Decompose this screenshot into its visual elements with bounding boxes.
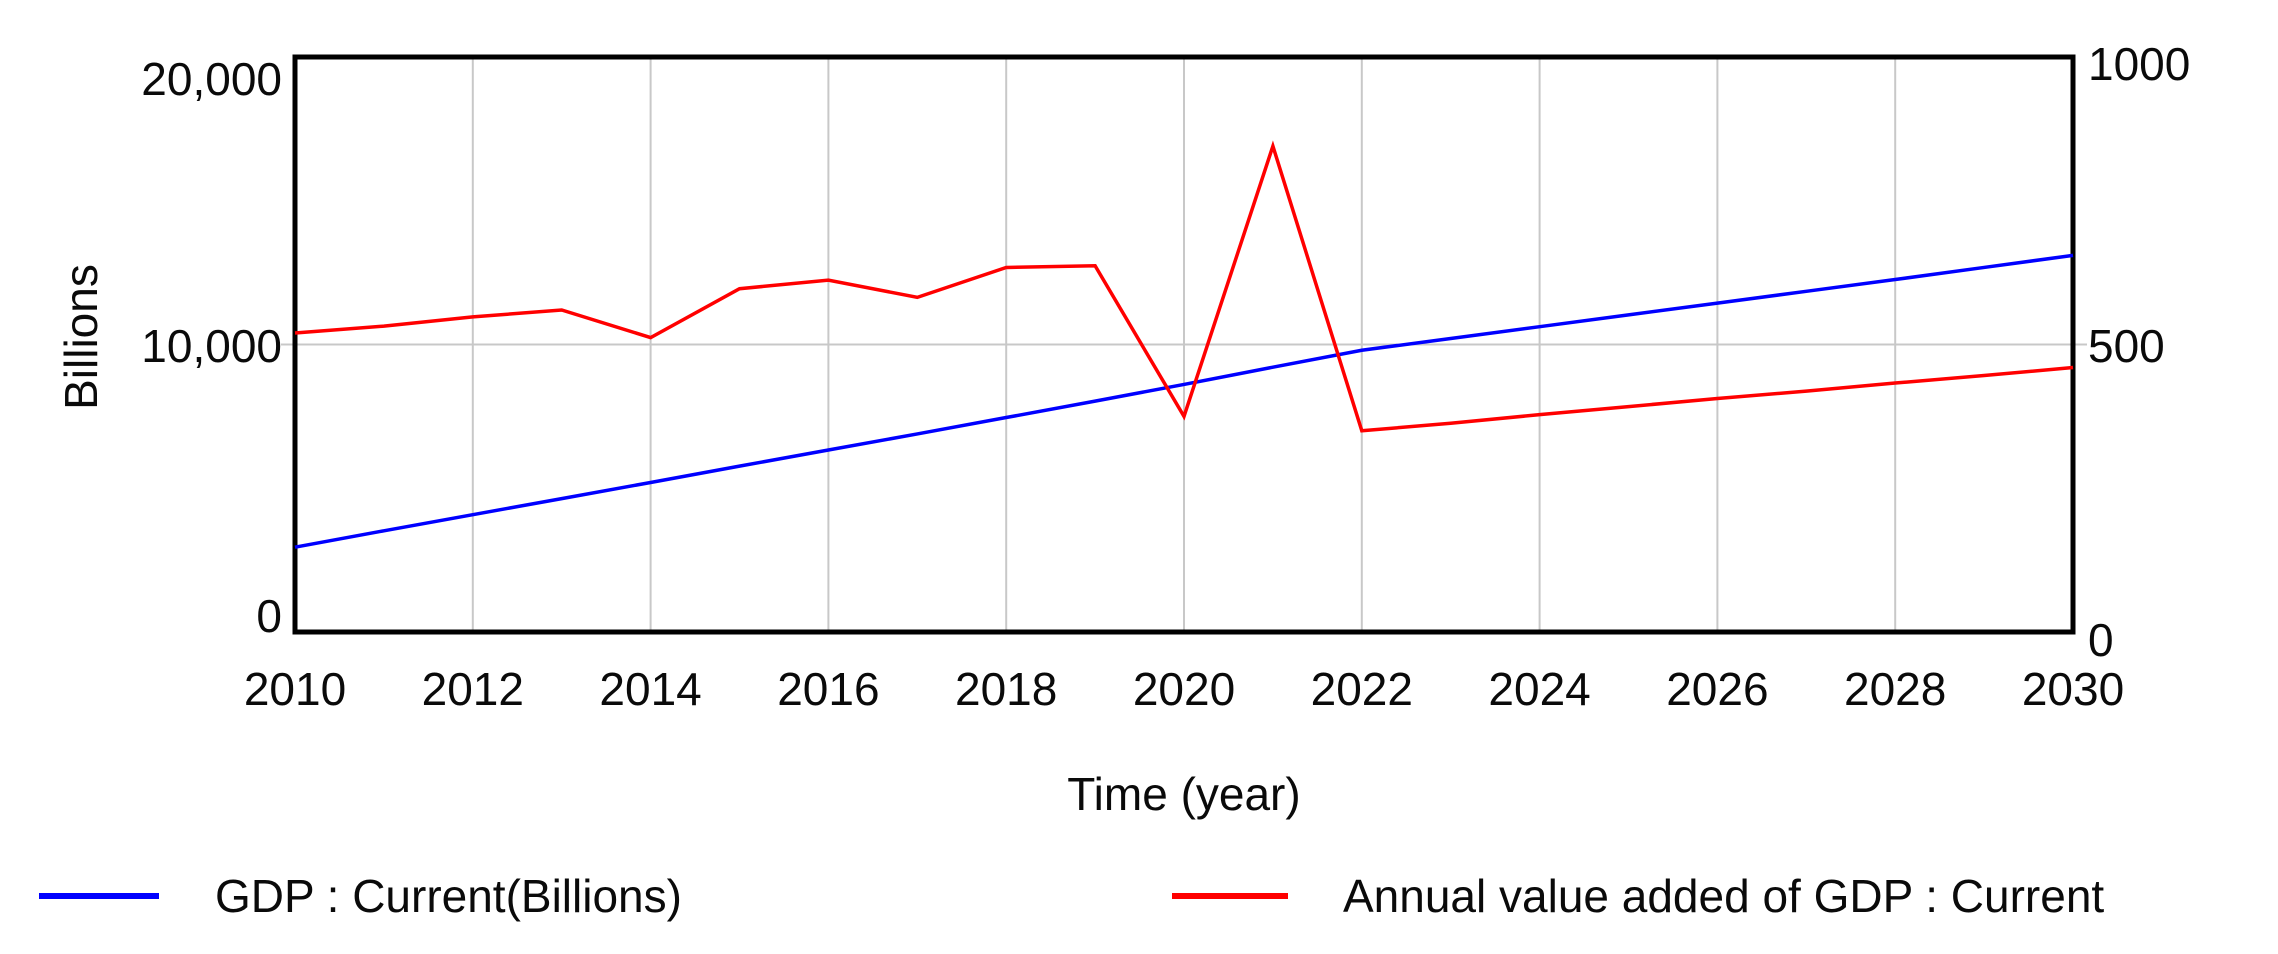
right-axis-tick-label: 0	[2088, 614, 2114, 666]
plot-border	[292, 54, 2076, 635]
x-axis-tick-label: 2018	[955, 663, 1057, 715]
value-added-line	[294, 140, 2074, 433]
x-axis-tick-label: 2030	[2022, 663, 2124, 715]
legend-value-added-label: Annual value added of GDP : Current	[1343, 870, 2104, 922]
x-axis-tick-label: 2020	[1133, 663, 1235, 715]
tick-label-layer: 20,000 10,000 0 1000 500 0 2010 2012 2014 2016 201…	[141, 38, 2190, 715]
y-axis-title: Billions	[55, 264, 107, 410]
x-axis-tick-label: 2016	[777, 663, 879, 715]
left-axis-tick-label: 10,000	[141, 320, 282, 372]
x-axis-tick-label: 2024	[1488, 663, 1590, 715]
right-axis-tick-label: 500	[2088, 320, 2165, 372]
left-axis-tick-label: 20,000	[141, 53, 282, 105]
x-axis-tick-label: 2010	[244, 663, 346, 715]
right-axis-tick-label: 1000	[2088, 38, 2190, 90]
x-axis-tick-label: 2028	[1844, 663, 1946, 715]
x-axis-tick-label: 2022	[1311, 663, 1413, 715]
x-axis-title: Time (year)	[1067, 768, 1300, 820]
gridline-layer	[281, 57, 2087, 632]
gdp-line	[294, 253, 2074, 549]
legend: GDP : Current(Billions) Annual value add…	[39, 870, 2104, 922]
x-axis-tick-label: 2014	[599, 663, 701, 715]
left-axis-tick-label: 0	[256, 590, 282, 642]
series-layer	[294, 140, 2074, 549]
legend-gdp-label: GDP : Current(Billions)	[215, 870, 682, 922]
x-axis-tick-label: 2026	[1666, 663, 1768, 715]
x-axis-tick-label: 2012	[422, 663, 524, 715]
